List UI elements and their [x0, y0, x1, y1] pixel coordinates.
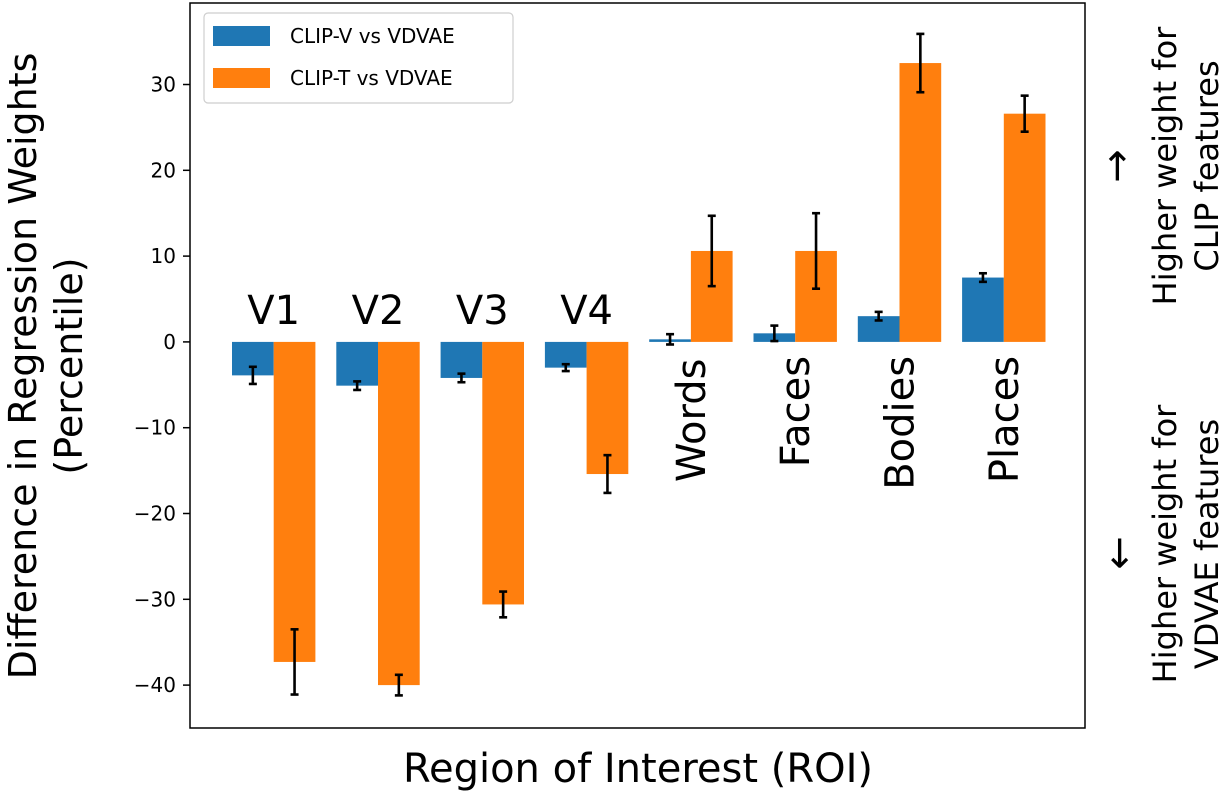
error-bar-v3-series-2: [499, 590, 508, 619]
legend-box: [203, 12, 514, 104]
legend: CLIP-V vs VDVAE CLIP-T vs VDVAE: [203, 12, 514, 104]
bar-v3-series-1: [440, 341, 483, 378]
error-bars-layer: [248, 32, 1029, 697]
category-label-v1: V1: [247, 288, 300, 334]
bar-v2-series-1: [336, 341, 378, 386]
category-label-words: Words: [669, 358, 715, 482]
legend-swatch-series-1: [213, 26, 270, 46]
error-bar-bodies-series-1: [874, 310, 883, 322]
error-bar-places-series-1: [978, 271, 987, 284]
category-label-faces: Faces: [773, 356, 819, 467]
error-bar-faces-series-1: [770, 324, 779, 343]
category-label-v4: V4: [560, 288, 613, 334]
error-bar-places-series-2: [1020, 94, 1029, 133]
y-tick-label: 20: [151, 158, 176, 182]
y-axis-label: Difference in Regression Weights (Percen…: [1, 53, 91, 680]
bar-v1-series-2: [273, 341, 316, 662]
bar-v4-series-2: [586, 341, 629, 475]
error-bar-faces-series-2: [812, 211, 821, 291]
clip-annotation-line2: CLIP features: [1188, 60, 1222, 271]
error-bar-v2-series-2: [394, 673, 403, 697]
error-bar-v4-series-1: [561, 362, 570, 373]
error-bar-words-series-2: [707, 214, 716, 288]
legend-swatch-series-2: [213, 68, 270, 88]
legend-label-series-1: CLIP-V vs VDVAE: [290, 24, 455, 48]
y-tick-label: 30: [151, 73, 176, 97]
y-axis-label-line2: (Percentile): [47, 257, 91, 474]
category-label-places: Places: [982, 356, 1028, 483]
vdvae-annotation: → Higher weight for VDVAE features: [1097, 404, 1222, 683]
bars-layer: [232, 63, 1046, 686]
y-tick-label: −20: [134, 502, 176, 526]
clip-annotation-line1: Higher weight for: [1146, 26, 1184, 305]
y-axis-ticks: −40 −30 −20 −10 0 10 20 30: [134, 73, 190, 697]
category-labels: V1 V2 V3 V4 Words Faces Bodies Places: [247, 288, 1028, 490]
y-tick-label: −30: [134, 587, 176, 611]
legend-label-series-2: CLIP-T vs VDVAE: [290, 66, 453, 90]
bar-places-series-1: [962, 277, 1004, 342]
arrow-down-icon: →: [1097, 536, 1143, 570]
x-axis-label: Region of Interest (ROI): [403, 746, 873, 792]
error-bar-v1-series-2: [290, 628, 299, 696]
bar-v2-series-2: [378, 341, 420, 686]
error-bar-v1-series-1: [248, 365, 257, 386]
bar-bodies-series-2: [899, 63, 942, 342]
y-axis-label-line1: Difference in Regression Weights: [1, 53, 45, 680]
plot-frame: [189, 2, 1086, 729]
error-bar-v3-series-1: [457, 372, 466, 384]
bar-v3-series-2: [482, 341, 524, 605]
category-label-v2: V2: [352, 288, 405, 334]
category-label-bodies: Bodies: [878, 356, 924, 490]
vdvae-annotation-line2: VDVAE features: [1188, 419, 1222, 669]
bar-places-series-2: [1003, 113, 1046, 342]
y-tick-label: −10: [134, 416, 176, 440]
error-bar-words-series-1: [666, 332, 675, 346]
error-bar-bodies-series-2: [916, 32, 925, 94]
error-bar-v2-series-1: [353, 380, 362, 392]
arrow-up-icon: →: [1094, 149, 1140, 183]
category-label-v3: V3: [456, 288, 509, 334]
y-tick-label: −40: [134, 673, 176, 697]
vdvae-annotation-line1: Higher weight for: [1146, 404, 1184, 683]
y-tick-label: 0: [163, 330, 176, 354]
y-tick-label: 10: [151, 244, 176, 268]
clip-annotation: → Higher weight for CLIP features: [1094, 26, 1222, 305]
error-bar-v4-series-2: [603, 453, 612, 495]
